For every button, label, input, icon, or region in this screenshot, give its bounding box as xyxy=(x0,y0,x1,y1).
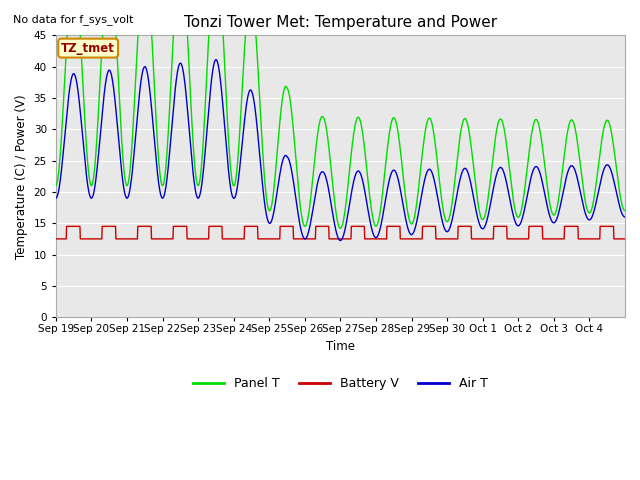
Y-axis label: Temperature (C) / Power (V): Temperature (C) / Power (V) xyxy=(15,94,28,259)
Legend: Panel T, Battery V, Air T: Panel T, Battery V, Air T xyxy=(188,372,493,396)
X-axis label: Time: Time xyxy=(326,340,355,353)
Text: No data for f_sys_volt: No data for f_sys_volt xyxy=(13,14,133,25)
Title: Tonzi Tower Met: Temperature and Power: Tonzi Tower Met: Temperature and Power xyxy=(184,15,497,30)
Text: TZ_tmet: TZ_tmet xyxy=(61,42,115,55)
